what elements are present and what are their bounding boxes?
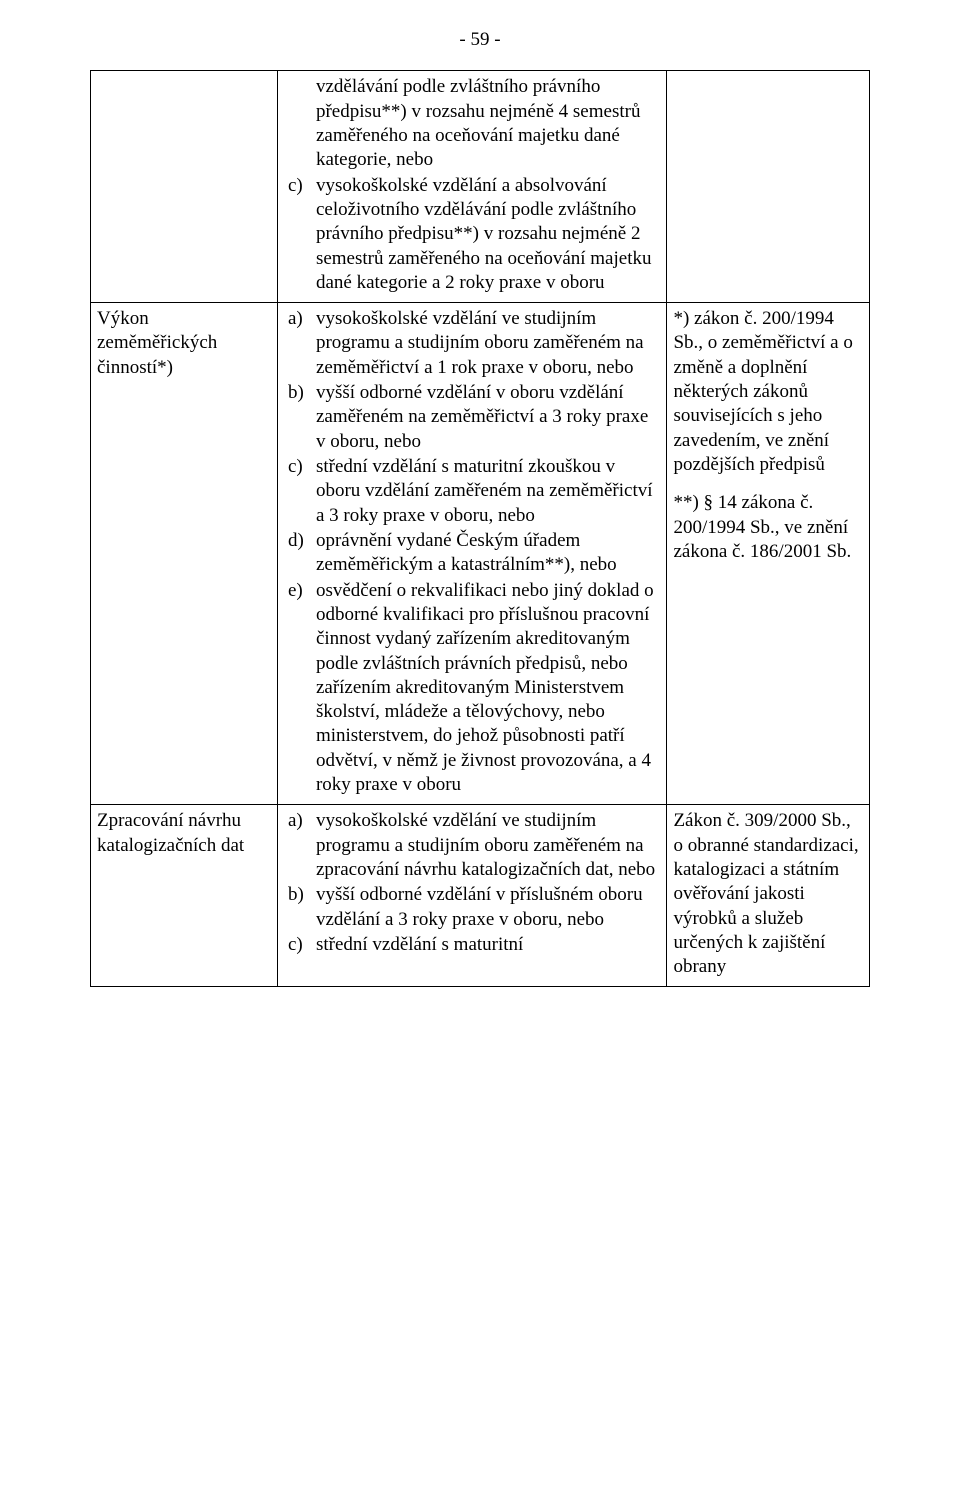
cell-activity: Výkon zeměměřických činností*) (91, 303, 278, 805)
list-item: c) vysokoškolské vzdělání a absolvování … (288, 174, 661, 296)
table-row: Výkon zeměměřických činností*) a) vysoko… (91, 303, 870, 805)
list-text: vysokoškolské vzdělání ve studijním prog… (316, 809, 661, 882)
list-item: c) střední vzdělání s maturitní (288, 933, 661, 957)
list-item: a) vysokoškolské vzdělání ve studijním p… (288, 307, 661, 380)
list-marker: d) (288, 529, 316, 553)
document-table: vzdělávání podle zvláštního právního pře… (90, 70, 870, 986)
list-item: e) osvědčení o rekvalifikaci nebo jiný d… (288, 579, 661, 798)
list-item: a) vysokoškolské vzdělání ve studijním p… (288, 809, 661, 882)
note-paragraph: Zákon č. 309/2000 Sb., o obranné standar… (673, 809, 863, 979)
cell-notes: Zákon č. 309/2000 Sb., o obranné standar… (667, 805, 870, 986)
cell-activity: Zpracování návrhu katalogizačních dat (91, 805, 278, 986)
list-text: osvědčení o rekvalifikaci nebo jiný dokl… (316, 579, 661, 798)
list-marker: e) (288, 579, 316, 603)
list-marker: c) (288, 174, 316, 198)
list-marker: a) (288, 307, 316, 331)
list-item: b) vyšší odborné vzdělání v příslušném o… (288, 883, 661, 932)
list-text: vzdělávání podle zvláštního právního pře… (316, 75, 661, 172)
list-item: vzdělávání podle zvláštního právního pře… (288, 75, 661, 172)
table-row: vzdělávání podle zvláštního právního pře… (91, 71, 870, 303)
list-marker: b) (288, 883, 316, 907)
list-item: d) oprávnění vydané Českým úřadem zeměmě… (288, 529, 661, 578)
cell-requirements: a) vysokoškolské vzdělání ve studijním p… (277, 303, 667, 805)
list-text: vysokoškolské vzdělání a absolvování cel… (316, 174, 661, 296)
list-text: střední vzdělání s maturitní (316, 933, 661, 957)
list-text: vyšší odborné vzdělání v příslušném obor… (316, 883, 661, 932)
table-row: Zpracování návrhu katalogizačních dat a)… (91, 805, 870, 986)
requirements-list: a) vysokoškolské vzdělání ve studijním p… (284, 307, 661, 797)
page-number: - 59 - (90, 28, 870, 52)
cell-activity (91, 71, 278, 303)
cell-requirements: a) vysokoškolské vzdělání ve studijním p… (277, 805, 667, 986)
list-marker: c) (288, 455, 316, 479)
cell-notes (667, 71, 870, 303)
requirements-list: vzdělávání podle zvláštního právního pře… (284, 75, 661, 295)
list-item: b) vyšší odborné vzdělání v oboru vzdělá… (288, 381, 661, 454)
list-marker: c) (288, 933, 316, 957)
list-text: vyšší odborné vzdělání v oboru vzdělání … (316, 381, 661, 454)
note-paragraph: **) § 14 zákona č. 200/1994 Sb., ve zněn… (673, 491, 863, 564)
list-text: vysokoškolské vzdělání ve studijním prog… (316, 307, 661, 380)
list-text: oprávnění vydané Českým úřadem zeměměřic… (316, 529, 661, 578)
cell-notes: *) zákon č. 200/1994 Sb., o zeměměřictví… (667, 303, 870, 805)
requirements-list: a) vysokoškolské vzdělání ve studijním p… (284, 809, 661, 957)
list-text: střední vzdělání s maturitní zkouškou v … (316, 455, 661, 528)
list-item: c) střední vzdělání s maturitní zkouškou… (288, 455, 661, 528)
list-marker: a) (288, 809, 316, 833)
page: - 59 - vzdělávání podle zvláštního právn… (0, 0, 960, 1027)
cell-requirements: vzdělávání podle zvláštního právního pře… (277, 71, 667, 303)
list-marker: b) (288, 381, 316, 405)
note-paragraph: *) zákon č. 200/1994 Sb., o zeměměřictví… (673, 307, 863, 477)
